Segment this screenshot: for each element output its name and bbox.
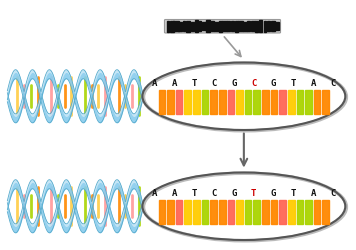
Text: T: T <box>192 189 197 198</box>
Bar <box>199 21 201 31</box>
Bar <box>271 200 277 224</box>
Bar <box>247 22 250 31</box>
Bar <box>171 21 174 32</box>
Bar <box>297 90 303 114</box>
Text: C: C <box>211 79 217 88</box>
Text: C: C <box>211 189 217 198</box>
FancyBboxPatch shape <box>164 20 281 33</box>
Text: T: T <box>291 189 296 198</box>
Bar <box>176 200 183 224</box>
Bar <box>314 90 320 114</box>
Bar <box>239 22 243 31</box>
Bar <box>202 200 208 224</box>
Bar <box>279 200 286 224</box>
Bar <box>271 90 277 114</box>
Bar <box>264 21 266 32</box>
Bar <box>219 90 226 114</box>
Text: G: G <box>271 189 276 198</box>
Bar <box>297 200 303 224</box>
Bar <box>276 22 278 30</box>
Bar <box>323 90 329 114</box>
Bar <box>222 21 226 31</box>
Bar <box>262 200 269 224</box>
Bar <box>236 200 243 224</box>
Bar <box>202 22 207 30</box>
Text: G: G <box>231 79 237 88</box>
Bar <box>251 22 255 31</box>
Bar <box>193 90 200 114</box>
Text: A: A <box>172 189 177 198</box>
Bar <box>227 21 230 31</box>
Bar <box>288 200 295 224</box>
Bar <box>186 20 190 32</box>
Bar <box>176 90 183 114</box>
Bar <box>279 90 286 114</box>
Bar <box>173 21 179 32</box>
Bar <box>191 22 194 30</box>
Text: A: A <box>311 189 316 198</box>
Text: A: A <box>311 79 316 88</box>
Bar <box>214 22 219 31</box>
Bar <box>323 200 329 224</box>
Bar <box>211 21 214 32</box>
Text: G: G <box>271 79 276 88</box>
Bar <box>245 90 251 114</box>
Bar <box>243 22 247 31</box>
Bar <box>255 21 258 32</box>
Text: A: A <box>152 189 157 198</box>
Bar <box>231 21 234 31</box>
Bar <box>210 90 217 114</box>
Text: T: T <box>251 189 256 198</box>
Bar <box>314 200 320 224</box>
Text: A: A <box>172 79 177 88</box>
Bar <box>167 200 174 224</box>
Text: T: T <box>291 79 296 88</box>
Bar <box>227 200 234 224</box>
Bar <box>183 21 185 31</box>
Bar <box>184 200 191 224</box>
Bar <box>267 21 271 31</box>
Bar <box>262 90 269 114</box>
Text: C: C <box>251 79 256 88</box>
Bar <box>235 20 238 32</box>
Bar <box>219 200 226 224</box>
Bar <box>227 90 234 114</box>
Ellipse shape <box>142 62 345 130</box>
Bar <box>271 21 275 32</box>
Bar <box>305 200 312 224</box>
Text: T: T <box>192 79 197 88</box>
Bar <box>219 21 222 32</box>
Bar <box>305 90 312 114</box>
Bar <box>159 200 165 224</box>
Bar <box>236 90 243 114</box>
Text: C: C <box>330 79 336 88</box>
Text: C: C <box>330 189 336 198</box>
Text: G: G <box>231 189 237 198</box>
Bar <box>202 90 208 114</box>
Bar <box>288 90 295 114</box>
Bar <box>195 20 198 32</box>
Bar <box>245 200 251 224</box>
Bar <box>260 20 262 32</box>
Bar <box>178 22 182 30</box>
Bar <box>167 21 169 32</box>
Bar <box>206 20 210 32</box>
Text: A: A <box>152 79 157 88</box>
Bar <box>159 90 165 114</box>
Bar <box>210 200 217 224</box>
Bar <box>184 90 191 114</box>
Bar <box>253 200 260 224</box>
Bar <box>167 90 174 114</box>
Ellipse shape <box>142 172 345 240</box>
Bar <box>253 90 260 114</box>
Bar <box>193 200 200 224</box>
